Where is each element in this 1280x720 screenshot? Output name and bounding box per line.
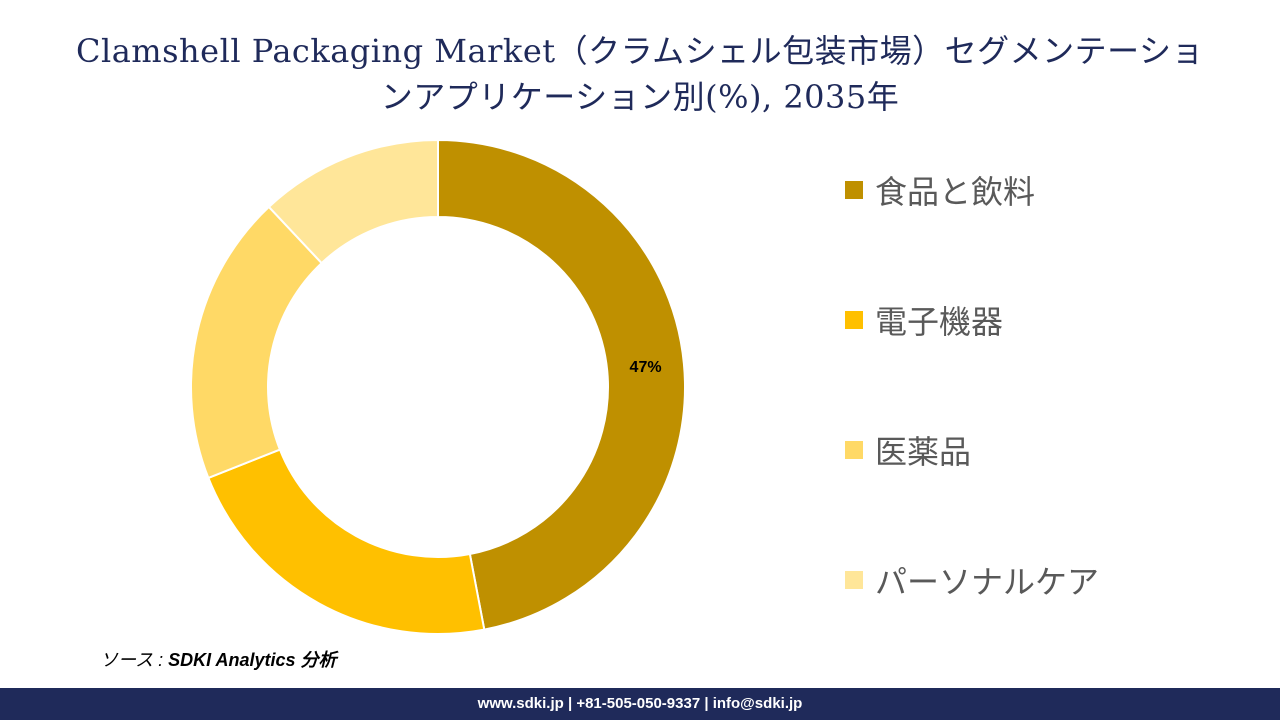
legend-item-personal-care: パーソナルケア — [845, 550, 1099, 610]
chart-title: Clamshell Packaging Market（クラムシェル包装市場）セグ… — [0, 28, 1280, 120]
legend-label-electronics: 電子機器 — [875, 303, 1004, 341]
donut-slice-personal-care — [267, 138, 439, 265]
source-note: ソース : SDKI Analytics 分析 — [100, 646, 336, 672]
donut-slice-electronics — [207, 448, 486, 635]
donut-slice-pharmaceuticals — [190, 205, 324, 480]
source-prefix: ソース : — [100, 650, 169, 670]
legend-swatch-personal-care — [845, 571, 863, 589]
legend-item-food-beverage: 食品と飲料 — [845, 160, 1035, 220]
footer-contact: www.sdki.jp | +81-505-050-9337 | info@sd… — [477, 695, 803, 712]
donut-slice-food-beverage — [437, 138, 686, 631]
legend-label-personal-care: パーソナルケア — [875, 563, 1100, 601]
legend-swatch-food-beverage — [845, 181, 863, 199]
legend-label-pharmaceuticals: 医薬品 — [875, 433, 972, 471]
legend-swatch-electronics — [845, 311, 863, 329]
legend-label-food-beverage: 食品と飲料 — [875, 173, 1036, 211]
source-text: SDKI Analytics 分析 — [168, 650, 337, 670]
chart-title-line-2: ンアプリケーション別(%), 2035年 — [380, 78, 900, 116]
footer-bar: www.sdki.jp | +81-505-050-9337 | info@sd… — [0, 688, 1280, 720]
legend-item-electronics: 電子機器 — [845, 290, 1003, 350]
data-label-food-beverage: 47% — [630, 359, 662, 376]
legend-swatch-pharmaceuticals — [845, 441, 863, 459]
chart-title-line-1: Clamshell Packaging Market（クラムシェル包装市場）セグ… — [75, 32, 1205, 70]
legend-item-pharmaceuticals: 医薬品 — [845, 420, 971, 480]
